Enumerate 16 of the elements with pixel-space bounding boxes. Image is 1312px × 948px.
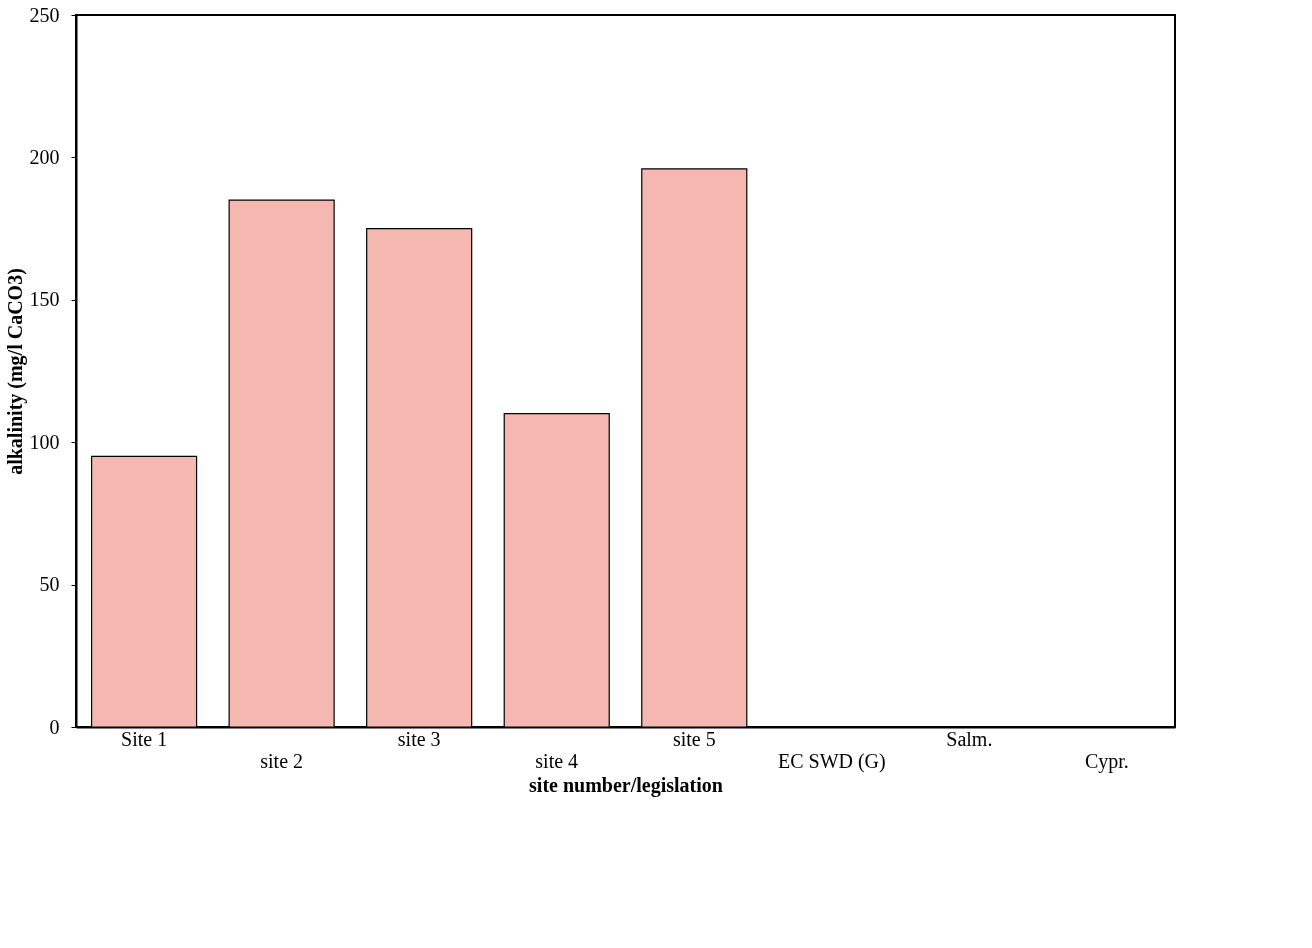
y-tick-label: 100 xyxy=(29,430,60,453)
y-tick-label: 250 xyxy=(29,3,60,26)
x-tick-label: site 4 xyxy=(535,749,579,772)
x-tick-label: Site 1 xyxy=(121,727,168,750)
x-axis-title: site number/legislation xyxy=(529,773,723,797)
x-tick-label: site 3 xyxy=(397,727,441,750)
x-tick-label: Salm. xyxy=(946,727,993,750)
x-tick-label: Cypr. xyxy=(1084,749,1129,773)
y-tick-label: 50 xyxy=(39,573,60,596)
x-tick-label: site 5 xyxy=(672,727,716,750)
y-tick-label: 0 xyxy=(49,715,60,738)
y-tick-label: 150 xyxy=(29,288,60,311)
x-tick-label: site 2 xyxy=(260,749,304,772)
x-tick-label: EC SWD (G) xyxy=(777,749,886,773)
y-axis-title: alkalinity (mg/l CaCO3) xyxy=(3,268,27,475)
y-tick-label: 200 xyxy=(29,145,60,168)
